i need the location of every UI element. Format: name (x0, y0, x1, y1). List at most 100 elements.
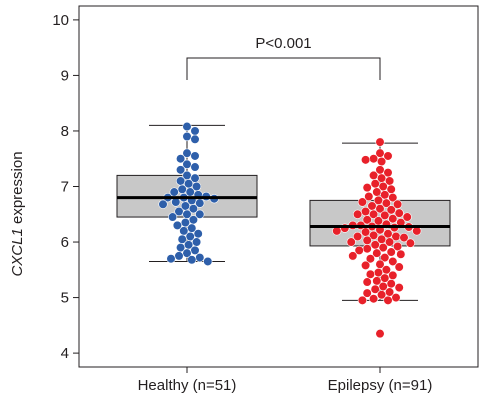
data-point (393, 199, 403, 209)
data-point (362, 215, 372, 225)
y-axis-title-gene: CXCL1 (9, 228, 26, 276)
data-points (117, 121, 450, 339)
x-tick-label: Epilepsy (n=91) (328, 377, 433, 394)
x-axis: Healthy (n=51) Epilepsy (n=91) (138, 367, 433, 394)
data-point (182, 121, 192, 132)
data-point (166, 254, 176, 264)
data-point (372, 187, 382, 197)
data-point (391, 292, 401, 303)
data-point (375, 329, 385, 339)
data-point (370, 284, 380, 294)
y-tick-label: 6 (61, 234, 69, 251)
data-point (377, 290, 387, 300)
data-point (174, 206, 184, 217)
data-point (393, 241, 403, 252)
data-point (385, 237, 395, 247)
y-axis-title-rest: expression (9, 151, 26, 228)
data-point (158, 199, 168, 209)
data-point (182, 248, 192, 258)
data-point (362, 277, 372, 287)
data-point (361, 260, 371, 270)
data-point (388, 256, 398, 267)
data-point (176, 176, 186, 186)
data-point (369, 230, 379, 240)
data-point (378, 242, 388, 253)
data-point (195, 252, 205, 263)
data-point (365, 269, 376, 279)
y-tick-label: 7 (61, 179, 69, 196)
data-point (361, 227, 371, 237)
data-point (370, 179, 380, 189)
data-point (388, 270, 398, 280)
data-point (187, 255, 197, 265)
y-axis-title: CXCL1 expression (9, 151, 26, 276)
data-point (190, 245, 200, 255)
data-point (168, 212, 178, 222)
data-point (177, 184, 187, 194)
data-point (394, 282, 404, 293)
data-point (362, 183, 372, 193)
data-point (188, 215, 198, 225)
data-point (369, 209, 379, 219)
data-point (365, 254, 376, 264)
data-point (190, 151, 200, 161)
data-point (182, 159, 192, 169)
data-point (380, 252, 390, 263)
y-tick-label: 5 (61, 290, 69, 307)
data-point (172, 220, 182, 230)
data-point (362, 244, 372, 254)
data-point (188, 204, 198, 214)
data-point (192, 237, 202, 247)
data-point (388, 193, 398, 203)
significance-annotation: P<0.001 (186, 35, 381, 80)
data-point (357, 197, 368, 207)
significance-bracket (186, 57, 381, 80)
data-point (354, 245, 364, 255)
data-point (394, 262, 404, 272)
data-point (176, 165, 186, 175)
data-point (383, 151, 393, 161)
data-point (372, 248, 382, 258)
data-point (346, 237, 356, 247)
data-point (174, 251, 184, 261)
data-point (386, 279, 396, 289)
data-point (353, 209, 363, 219)
data-point (369, 154, 379, 164)
data-point (375, 204, 385, 214)
x-tick-label: Healthy (n=51) (138, 377, 237, 394)
data-point (369, 294, 379, 304)
data-point (203, 256, 213, 267)
data-point (402, 212, 412, 222)
data-point (405, 238, 416, 248)
data-point (377, 156, 387, 167)
data-point (381, 198, 392, 208)
data-point (193, 229, 203, 239)
data-point (361, 155, 371, 165)
data-point (370, 240, 380, 250)
data-point (190, 134, 200, 144)
data-point (396, 249, 406, 259)
data-point (190, 162, 200, 172)
data-point (386, 205, 396, 215)
data-point (383, 295, 393, 305)
data-point (182, 148, 192, 158)
data-point (386, 247, 396, 257)
y-tick-label: 8 (61, 123, 69, 140)
data-point (182, 131, 192, 142)
data-point (353, 231, 363, 242)
data-point (362, 235, 372, 245)
data-point (362, 288, 372, 298)
y-axis: 4 5 6 7 8 9 10 (52, 12, 79, 362)
data-point (375, 137, 385, 147)
data-point (369, 170, 379, 180)
data-point (380, 210, 390, 220)
p-value-label: P<0.001 (255, 35, 311, 52)
data-point (388, 214, 398, 224)
data-point (361, 206, 371, 217)
data-point (348, 251, 358, 261)
data-point (190, 126, 200, 136)
y-tick-label: 4 (61, 345, 69, 362)
data-point (357, 295, 368, 305)
data-point (394, 208, 404, 218)
